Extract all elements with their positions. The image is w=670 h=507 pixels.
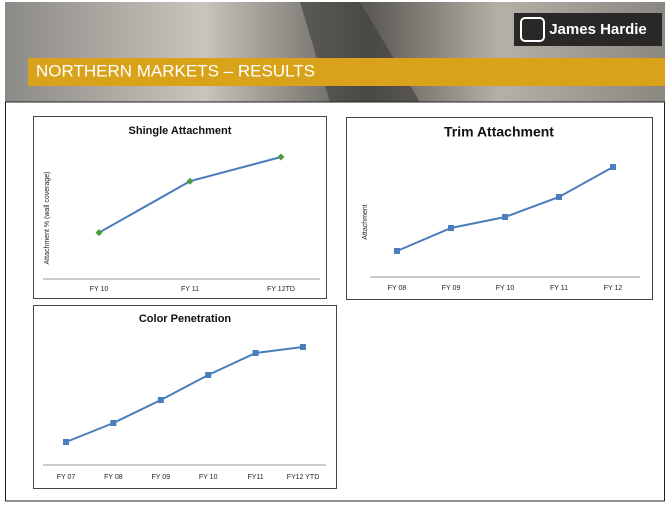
- data-point: [110, 420, 117, 426]
- y-axis-label: Attachment: [362, 204, 369, 239]
- title-banner: [28, 58, 665, 86]
- data-point: [394, 248, 400, 254]
- x-tick-label: FY12 YTD: [287, 474, 320, 481]
- x-tick-label: FY 11: [550, 285, 568, 292]
- x-tick-label: FY 12TD: [267, 286, 295, 293]
- data-point: [205, 372, 212, 378]
- data-point: [252, 350, 259, 356]
- x-tick-label: FY 10: [199, 474, 218, 481]
- y-axis-label: Attachment % (wall coverage): [44, 172, 51, 265]
- x-tick-label: FY 11: [181, 286, 199, 293]
- slide-frame: [5, 101, 665, 502]
- x-tick-label: FY 10: [496, 285, 515, 292]
- chart-frame: [33, 116, 327, 299]
- x-tick-label: FY 07: [57, 474, 76, 481]
- x-tick-label: FY 10: [90, 286, 109, 293]
- logo-mark: [520, 17, 545, 42]
- x-tick-label: FY 12: [604, 285, 623, 292]
- data-point: [277, 153, 285, 161]
- x-tick-label: FY 08: [388, 285, 407, 292]
- chart-title: Shingle Attachment: [129, 125, 232, 137]
- data-point: [157, 397, 164, 403]
- data-point: [502, 214, 508, 220]
- data-point: [95, 229, 103, 237]
- data-point: [448, 225, 454, 231]
- x-tick-label: FY 08: [104, 474, 123, 481]
- data-point: [186, 177, 194, 185]
- chart-frame: [346, 117, 653, 300]
- page-title: NORTHERN MARKETS – RESULTS: [36, 61, 315, 80]
- data-line: [65, 346, 304, 443]
- data-point: [300, 344, 306, 350]
- data-point: [610, 164, 616, 170]
- chart-title: Trim Attachment: [444, 124, 554, 140]
- x-tick-label: FY 09: [442, 285, 461, 292]
- logo-text: James Hardie: [549, 21, 647, 38]
- chart-title: Color Penetration: [139, 313, 232, 325]
- x-tick-label: FY 09: [152, 474, 171, 481]
- x-tick-label: FY11: [247, 474, 263, 481]
- chart-frame: [33, 305, 337, 489]
- data-point: [556, 194, 562, 200]
- data-point: [63, 439, 69, 445]
